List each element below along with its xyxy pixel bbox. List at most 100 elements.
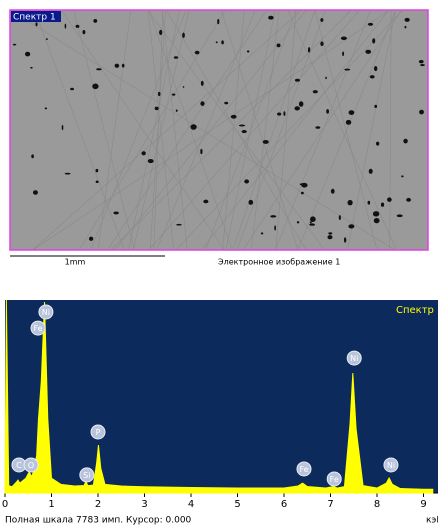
peak-marker	[326, 471, 342, 487]
sem-pore	[70, 87, 74, 91]
sem-streak	[156, 9, 256, 251]
sem-pore	[203, 199, 209, 204]
sem-pore	[326, 109, 329, 114]
sem-pore	[262, 140, 269, 144]
sem-streak	[314, 9, 378, 251]
sem-pore	[159, 29, 163, 35]
sem-pore	[309, 223, 315, 226]
peak-label: Ni	[387, 461, 395, 470]
sem-pore	[35, 22, 38, 27]
sem-streak	[232, 9, 316, 251]
sem-pore	[92, 83, 99, 90]
sem-pore	[64, 172, 71, 175]
x-tick-label: 9	[420, 499, 426, 510]
sem-pore	[307, 47, 311, 53]
sem-pore	[82, 30, 86, 35]
sem-pore	[95, 168, 99, 173]
peak-label: C	[16, 461, 22, 470]
sem-pore	[217, 18, 220, 25]
sem-streak	[32, 9, 302, 251]
sem-pore	[147, 158, 154, 164]
sem-pore	[277, 112, 282, 116]
peak-marker	[79, 467, 95, 483]
sem-pore	[298, 101, 304, 107]
sem-pore	[32, 190, 38, 195]
sem-pore	[328, 232, 333, 235]
x-tick-label: 5	[234, 499, 240, 510]
peak-marker	[30, 320, 46, 336]
spectrum	[4, 299, 434, 494]
sem-streak	[128, 9, 180, 251]
sem-streak	[287, 9, 397, 251]
sem-pore	[325, 76, 327, 80]
sem-pore	[95, 180, 99, 183]
peak-marker	[23, 457, 39, 473]
sem-pore	[342, 51, 345, 56]
sem-pore	[248, 199, 254, 205]
sem-pore	[30, 66, 33, 69]
sem-pore	[320, 18, 324, 22]
x-tick-label: 6	[281, 499, 287, 510]
sem-pore	[121, 63, 125, 68]
sem-streak	[148, 9, 361, 251]
sem-streak	[114, 9, 307, 251]
image-caption: Электронное изображение 1	[218, 258, 340, 267]
sem-pore	[157, 91, 161, 97]
sem-streak	[201, 9, 390, 251]
sem-pore	[221, 40, 224, 45]
sem-pore	[330, 188, 335, 194]
peak-marker	[346, 350, 362, 366]
sem-pore	[260, 232, 264, 235]
peak-marker	[38, 304, 54, 320]
sem-pore	[276, 43, 281, 48]
sem-pore	[420, 63, 425, 67]
sem-pore	[246, 50, 250, 53]
sem-pore	[387, 197, 392, 202]
sem-pore	[310, 216, 316, 222]
sem-pore	[403, 138, 408, 144]
sem-pore	[373, 65, 378, 72]
sem-pore	[294, 106, 300, 111]
sem-pore	[31, 154, 34, 159]
sem-pore	[241, 130, 247, 134]
sem-pore	[238, 124, 246, 127]
sem-pore	[404, 25, 407, 29]
sem-streak	[73, 9, 135, 251]
sem-pore	[12, 43, 17, 46]
sem-pore	[365, 49, 372, 54]
sem-pore	[270, 215, 277, 218]
sem-streak	[162, 9, 188, 251]
peak-label: Si	[83, 471, 90, 480]
sem-pore	[45, 38, 48, 40]
sem-streak	[90, 9, 187, 251]
sem-streak	[225, 9, 276, 251]
sem-streak	[153, 9, 164, 251]
sem-pore	[309, 221, 312, 224]
x-tick-label: 3	[141, 499, 147, 510]
peak-label: Fe	[33, 324, 42, 333]
sem-pore	[296, 221, 300, 224]
sem-streak	[222, 9, 245, 251]
sem-pore	[327, 235, 333, 240]
peak-label: Ni	[42, 308, 50, 317]
sem-pore	[406, 197, 411, 202]
sem-streak	[175, 9, 403, 251]
sem-pore	[114, 63, 120, 68]
x-tick-label: 7	[327, 499, 333, 510]
sem-pore	[190, 124, 197, 130]
sem-pore	[75, 24, 80, 28]
sem-pore	[61, 124, 64, 131]
sem-pore	[348, 110, 355, 115]
sem-pore	[96, 68, 102, 71]
sem-pore	[396, 214, 403, 218]
sem-pore	[404, 17, 410, 22]
sem-streak	[236, 9, 326, 251]
sem-streak	[347, 9, 396, 251]
sem-streak	[275, 9, 372, 251]
x-tick-label: 1	[48, 499, 54, 510]
sem-pore	[372, 211, 380, 217]
sem-pore	[367, 200, 371, 205]
sem-streak	[220, 9, 299, 251]
sem-pore	[320, 41, 324, 46]
